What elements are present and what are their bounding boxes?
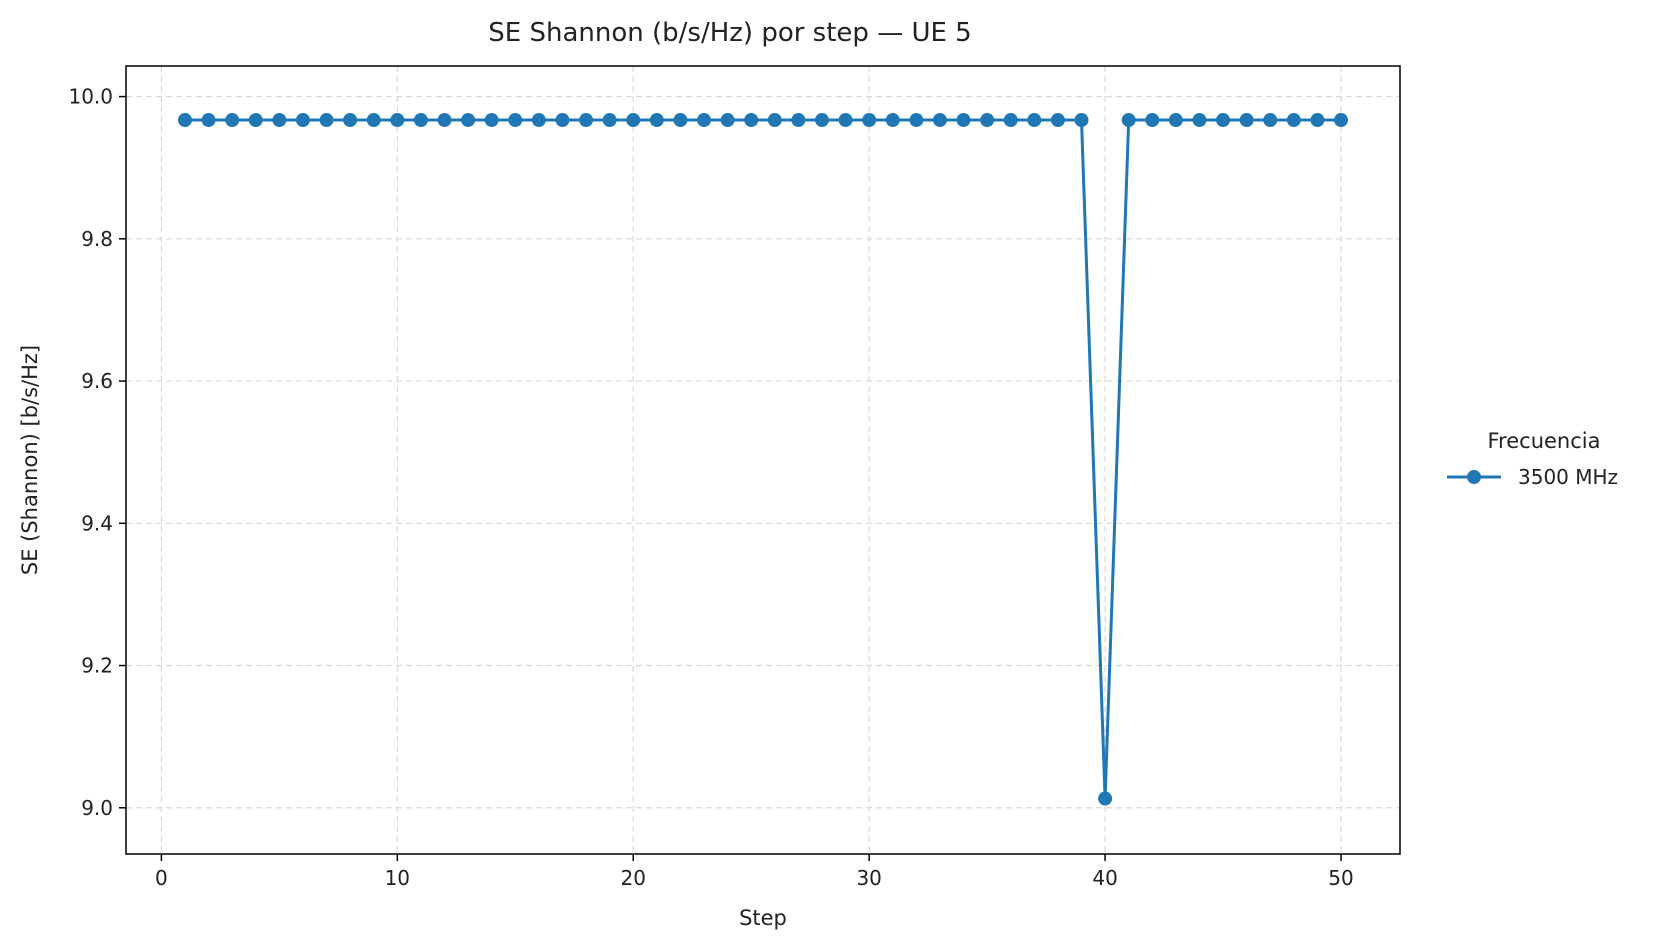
data-point (1310, 113, 1325, 128)
data-point (744, 113, 759, 128)
series-layer (177, 113, 1349, 806)
data-point (1192, 113, 1207, 128)
y-tick-label: 9.2 (81, 654, 113, 678)
data-point (531, 113, 546, 128)
x-tick-label: 40 (1092, 866, 1117, 890)
data-point (838, 113, 853, 128)
data-point (508, 113, 523, 128)
x-tick-label: 50 (1328, 866, 1353, 890)
data-point (1121, 113, 1136, 128)
data-point (461, 113, 476, 128)
y-tick-label: 10.0 (68, 85, 113, 109)
chart-title: SE Shannon (b/s/Hz) por step — UE 5 (488, 18, 971, 48)
data-point (177, 113, 192, 128)
data-point (248, 113, 263, 128)
data-point (791, 113, 806, 128)
data-point (343, 113, 358, 128)
data-point (1074, 113, 1089, 128)
plot-frame (125, 65, 1401, 855)
y-tick-label: 9.0 (81, 796, 113, 820)
legend-title: Frecuencia (1488, 429, 1601, 453)
data-point (956, 113, 971, 128)
y-tick-label: 9.8 (81, 227, 113, 251)
data-point (814, 113, 829, 128)
legend-marker-3500-mhz (1467, 470, 1481, 484)
data-point (1263, 113, 1278, 128)
data-point (1168, 113, 1183, 128)
data-point (602, 113, 617, 128)
data-point (366, 113, 381, 128)
x-tick-label: 20 (621, 866, 646, 890)
data-point (885, 113, 900, 128)
y-axis-title: SE (Shannon) [b/s/Hz] (18, 345, 42, 575)
data-point (555, 113, 570, 128)
data-point (437, 113, 452, 128)
data-point (697, 113, 712, 128)
y-tick-label: 9.6 (81, 369, 113, 393)
legend-label-3500-mhz: 3500 MHz (1518, 465, 1618, 489)
data-point (272, 113, 287, 128)
y-tick-label: 9.4 (81, 511, 113, 535)
x-axis-title: Step (739, 906, 787, 930)
data-point (1334, 113, 1349, 128)
data-point (767, 113, 782, 128)
data-point (862, 113, 877, 128)
x-tick-label: 10 (385, 866, 410, 890)
data-point (626, 113, 641, 128)
x-tick-label: 30 (856, 866, 881, 890)
data-point (295, 113, 310, 128)
data-point (1050, 113, 1065, 128)
data-point (649, 113, 664, 128)
x-axis: 0 10 20 30 40 50 (155, 854, 1354, 890)
data-point (980, 113, 995, 128)
data-point (1145, 113, 1160, 128)
grid (126, 66, 1400, 854)
data-point (579, 113, 594, 128)
data-point (1286, 113, 1301, 128)
y-axis: 9.0 9.2 9.4 9.6 9.8 10.0 (68, 85, 126, 820)
data-point (720, 113, 735, 128)
data-point (1216, 113, 1231, 128)
data-point (673, 113, 688, 128)
data-point (319, 113, 334, 128)
data-point (390, 113, 405, 128)
data-point (1098, 791, 1113, 806)
legend: Frecuencia 3500 MHz (1447, 429, 1618, 489)
data-point (225, 113, 240, 128)
data-point (413, 113, 428, 128)
x-tick-label: 0 (155, 866, 168, 890)
data-point (1003, 113, 1018, 128)
data-point (909, 113, 924, 128)
data-point (484, 113, 499, 128)
data-point (932, 113, 947, 128)
data-point (1239, 113, 1254, 128)
data-point (201, 113, 216, 128)
data-point (1027, 113, 1042, 128)
